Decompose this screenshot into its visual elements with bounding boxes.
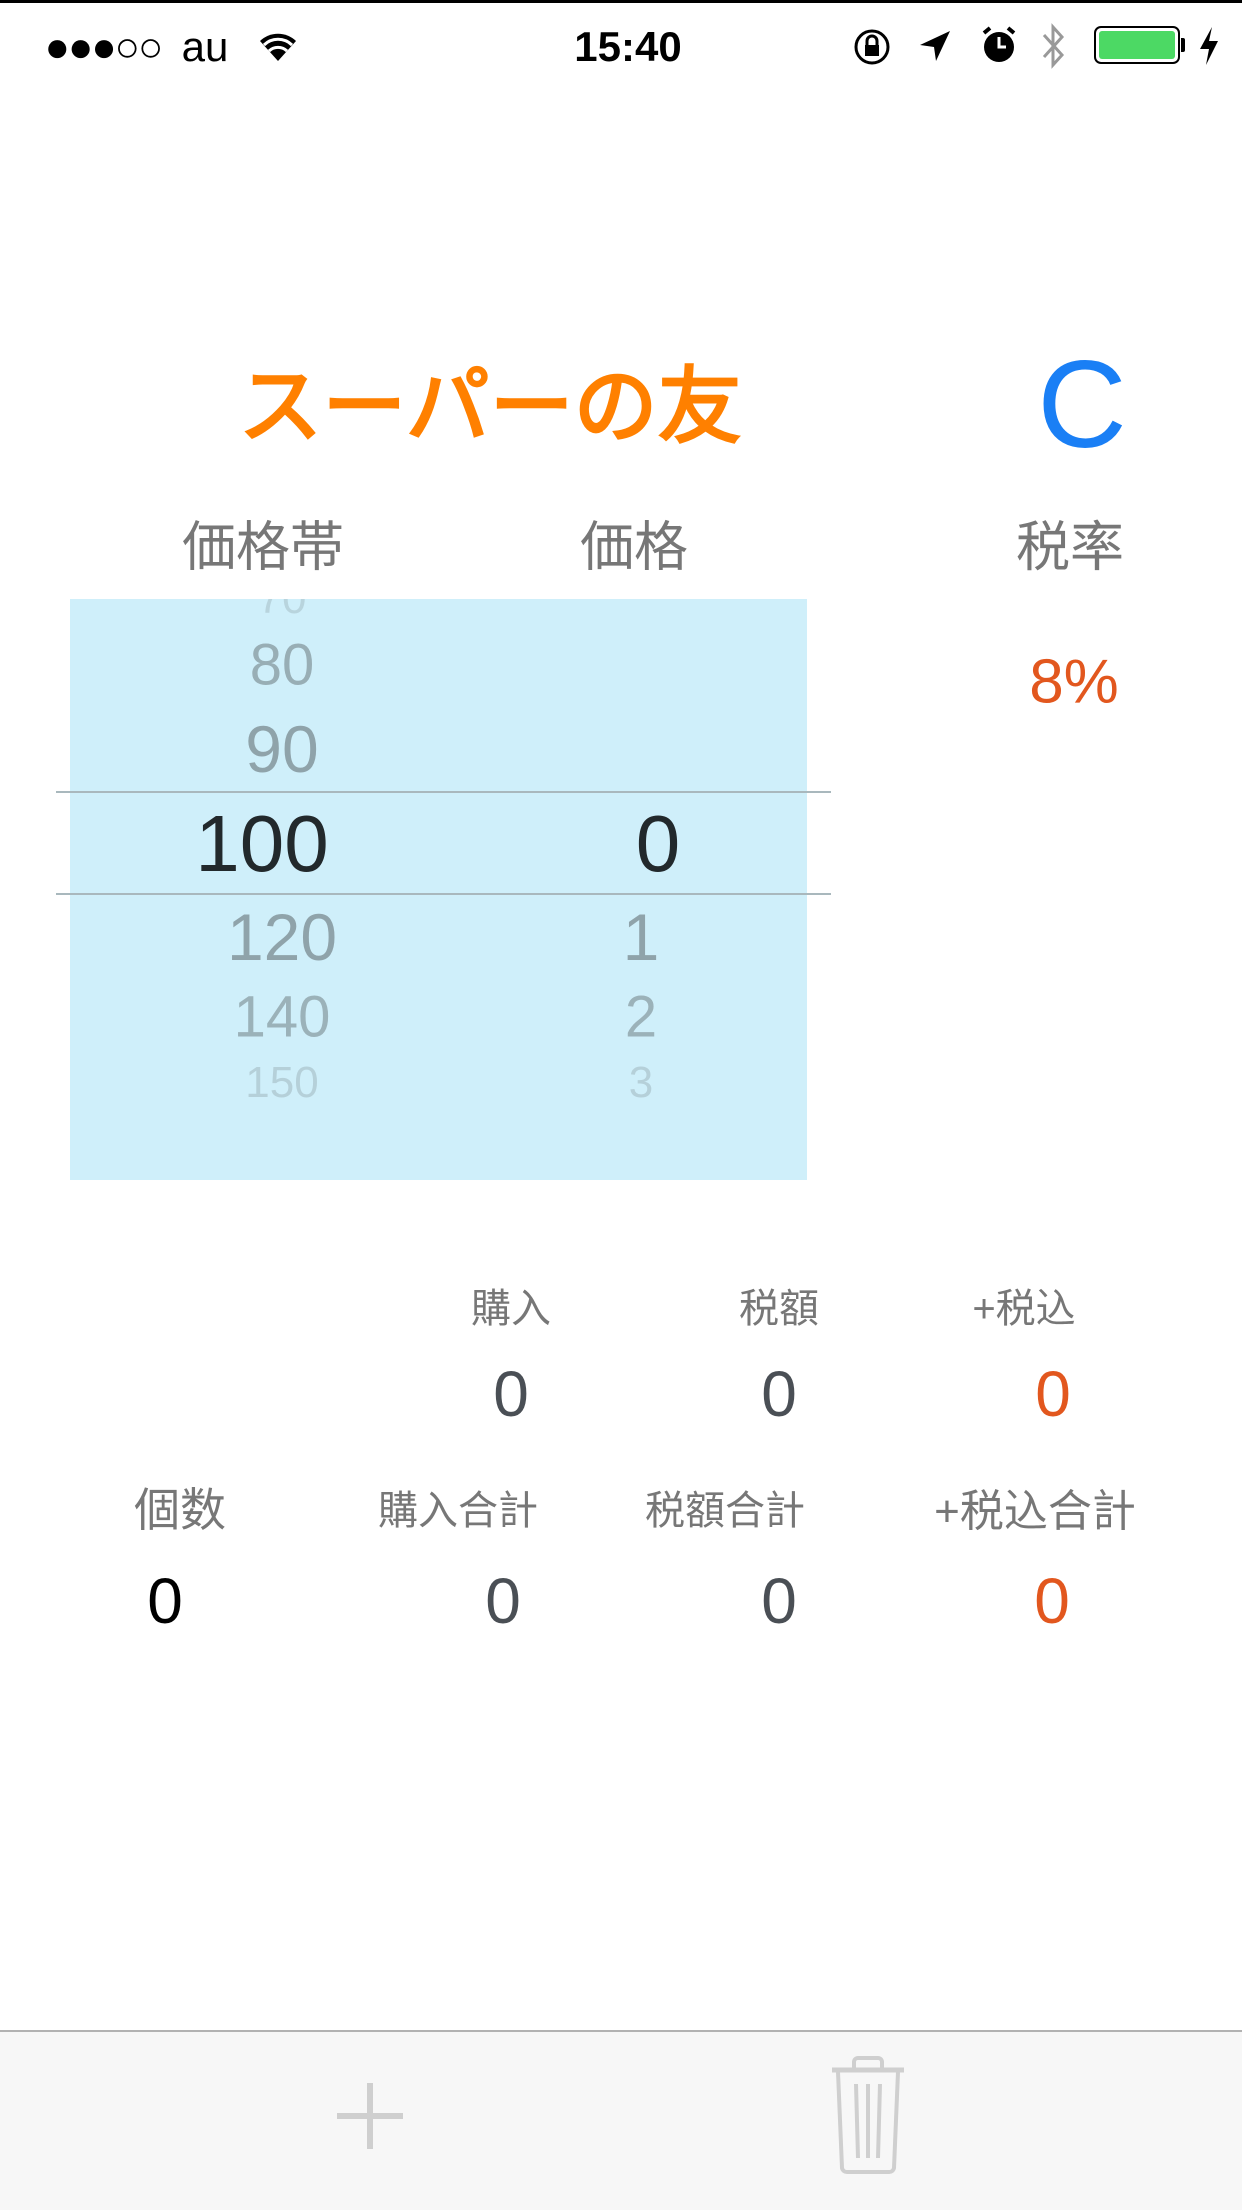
carrier: au <box>181 23 229 70</box>
picker-option[interactable]: 1 <box>622 900 660 974</box>
bottom-toolbar <box>0 2030 1242 2210</box>
price-header: 価格 <box>580 517 688 578</box>
price-picker[interactable]: 70 80 90 100 120 140 150 0 1 2 3 <box>70 599 807 1180</box>
picker-selection-line <box>56 791 831 793</box>
battery-icon <box>1094 26 1180 64</box>
tax-rate-header: 税率 <box>1016 517 1124 578</box>
tax-rate-value[interactable]: 8% <box>1029 647 1119 717</box>
battery-tip <box>1181 38 1185 52</box>
tax-included-label: +税込 <box>972 1287 1076 1331</box>
tax-included-value: 0 <box>1035 1358 1071 1430</box>
tax-label: 税額 <box>739 1287 819 1331</box>
picker-selected-price-band[interactable]: 100 <box>195 799 329 888</box>
price-band-header: 価格帯 <box>182 517 344 578</box>
app-title: スーパーの友 <box>238 359 742 454</box>
trash-icon[interactable] <box>830 2054 906 2178</box>
picker-option[interactable]: 150 <box>245 1058 319 1107</box>
picker-option[interactable]: 80 <box>249 632 315 698</box>
picker-option[interactable]: 2 <box>624 984 658 1050</box>
count-label: 個数 <box>134 1484 226 1536</box>
picker-option[interactable]: 140 <box>233 984 331 1050</box>
tax-included-total-label: +税込合計 <box>934 1487 1136 1536</box>
purchase-total-value: 0 <box>485 1565 521 1637</box>
picker-option[interactable]: 90 <box>245 712 319 786</box>
alarm-icon <box>982 26 1016 62</box>
signal-strength: ●●●○○ <box>44 23 164 70</box>
tax-value: 0 <box>761 1358 797 1430</box>
purchase-value: 0 <box>493 1358 529 1430</box>
orientation-lock-icon <box>854 29 890 65</box>
clear-button[interactable]: C <box>1037 336 1127 474</box>
picker-selection-line <box>56 893 831 895</box>
tax-total-value: 0 <box>761 1565 797 1637</box>
picker-option[interactable]: 70 <box>258 599 307 624</box>
plus-icon[interactable] <box>335 2081 405 2151</box>
charging-icon <box>1200 27 1218 65</box>
wifi-icon <box>260 33 296 61</box>
tax-total-label: 税額合計 <box>645 1489 805 1533</box>
picker-option[interactable]: 120 <box>226 900 338 974</box>
location-icon <box>920 31 950 61</box>
picker-selected-price[interactable]: 0 <box>635 799 681 888</box>
bluetooth-icon <box>1042 23 1065 69</box>
clock: 15:40 <box>574 23 682 70</box>
picker-option[interactable]: 3 <box>628 1058 654 1107</box>
purchase-total-label: 購入合計 <box>378 1489 538 1533</box>
purchase-label: 購入 <box>471 1287 551 1331</box>
count-value: 0 <box>147 1565 183 1637</box>
tax-included-total-value: 0 <box>1034 1565 1070 1637</box>
